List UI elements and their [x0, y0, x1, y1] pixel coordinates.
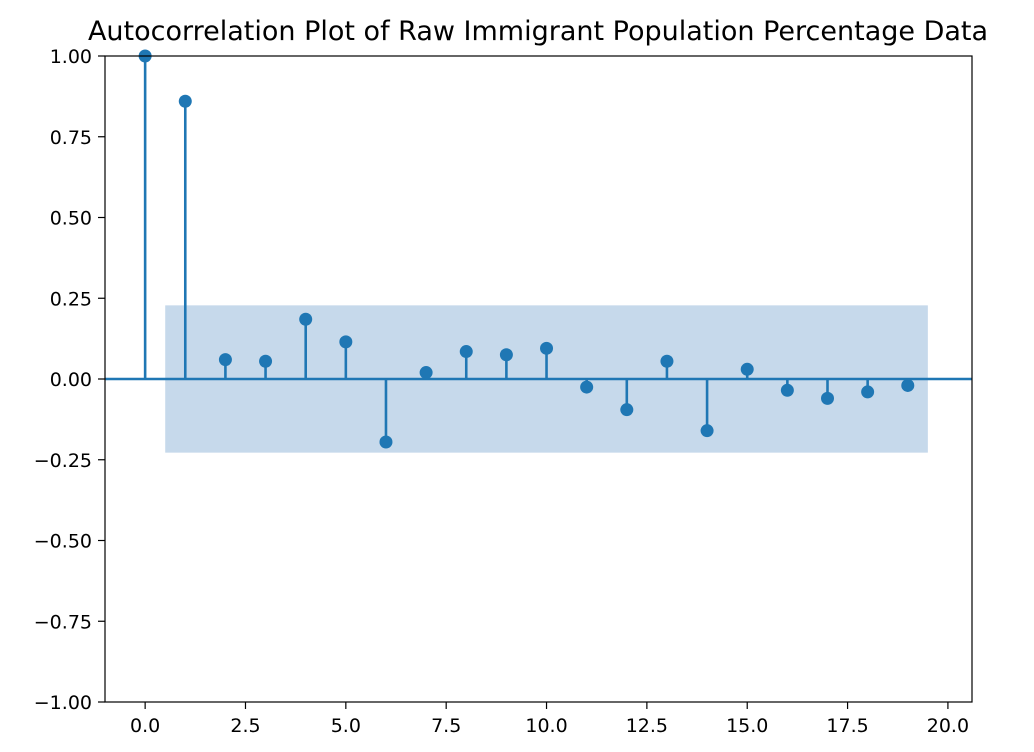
acf-marker-lag-19 [901, 378, 915, 392]
acf-marker-lag-3 [259, 354, 273, 368]
y-tick-label: −1.00 [34, 692, 92, 714]
x-tick-label: 10.0 [525, 715, 567, 737]
x-tick-label: 15.0 [726, 715, 768, 737]
y-tick-label: −0.75 [34, 611, 92, 633]
acf-marker-lag-6 [379, 435, 393, 449]
acf-marker-lag-5 [339, 335, 353, 349]
acf-marker-lag-4 [299, 312, 313, 326]
y-tick-label: 0.25 [50, 288, 92, 310]
y-tick-label: −0.50 [34, 531, 92, 553]
x-tick-label: 12.5 [626, 715, 668, 737]
x-tick-label: 2.5 [230, 715, 260, 737]
x-tick-label: 5.0 [331, 715, 361, 737]
acf-marker-lag-16 [780, 383, 794, 397]
acf-marker-lag-17 [821, 391, 834, 405]
acf-marker-lag-14 [700, 424, 714, 438]
acf-marker-lag-13 [660, 354, 674, 368]
acf-marker-lag-8 [459, 345, 473, 359]
x-tick-label: 0.0 [130, 715, 160, 737]
acf-marker-lag-15 [740, 362, 754, 376]
acf-marker-lag-9 [499, 348, 513, 362]
x-tick-label: 7.5 [431, 715, 461, 737]
x-tick-label: 17.5 [826, 715, 868, 737]
y-axis: 1.00 0.75 0.50 0.25 0.00 −0.25 −0.50 −0.75 −1.00 [34, 46, 105, 714]
y-tick-label: 1.00 [50, 46, 92, 68]
acf-marker-lag-12 [620, 403, 634, 417]
y-tick-label: −0.25 [34, 450, 92, 472]
x-tick-label: 20.0 [927, 715, 969, 737]
chart-title: Autocorrelation Plot of Raw Immigrant Po… [88, 16, 988, 47]
acf-marker-lag-10 [540, 341, 554, 355]
acf-marker-lag-11 [580, 380, 594, 394]
x-axis: 0.0 2.5 5.0 7.5 10.0 12.5 15.0 17.5 20.0 [130, 702, 969, 737]
y-tick-label: 0.00 [50, 369, 92, 391]
acf-marker-lag-7 [419, 366, 433, 380]
y-tick-label: 0.50 [50, 208, 92, 230]
y-tick-label: 0.75 [50, 127, 92, 149]
acf-marker-lag-1 [178, 94, 192, 108]
acf-marker-lag-2 [218, 353, 232, 367]
acf-marker-lag-18 [861, 385, 875, 399]
